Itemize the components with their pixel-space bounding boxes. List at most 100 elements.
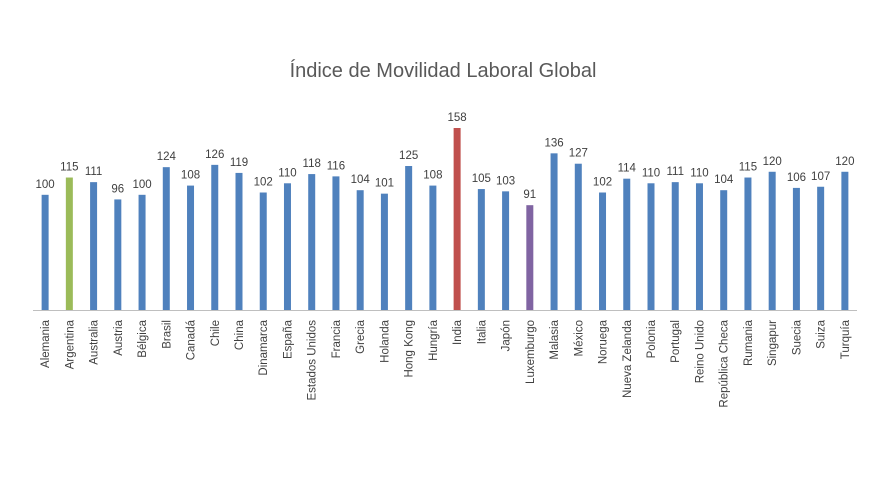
category-label-rumania: Rumania (743, 319, 755, 366)
bar-turquia (841, 171, 849, 310)
value-label-turquia: 120 (835, 156, 854, 168)
category-label-canada: Canadá (186, 319, 198, 360)
category-label-turquia: Turquía (840, 319, 852, 359)
value-label-luxemburgo: 91 (523, 189, 536, 201)
value-label-alemania: 100 (36, 179, 55, 191)
category-label-china: China (234, 319, 246, 350)
value-label-china: 119 (230, 157, 248, 169)
value-label-suecia: 106 (787, 172, 806, 184)
bar-malasia (550, 153, 558, 310)
value-label-japon: 103 (496, 175, 515, 187)
bar-india (453, 128, 461, 310)
bar-francia (332, 176, 340, 310)
value-label-india: 158 (448, 112, 467, 124)
bar-canada (187, 185, 195, 310)
category-label-hong-kong: Hong Kong (404, 320, 416, 378)
bar-nueva-zelanda (623, 178, 631, 310)
value-label-nueva-zelanda: 114 (618, 163, 637, 175)
category-label-estados-unidos: Estados Unidos (307, 320, 319, 401)
category-label-dinamarca: Dinamarca (258, 319, 270, 375)
chart-title: Índice de Movilidad Laboral Global (290, 59, 597, 82)
value-label-republica-checa: 104 (714, 174, 734, 186)
bar-china (235, 172, 243, 310)
category-label-australia: Australia (89, 319, 101, 364)
category-label-brasil: Brasil (161, 320, 173, 349)
bar-holanda (380, 193, 388, 310)
value-label-holanda: 101 (375, 178, 394, 190)
value-label-polonia: 110 (642, 167, 660, 179)
bar-polonia (647, 183, 655, 310)
category-label-singapur: Singapur (767, 320, 779, 366)
category-label-luxemburgo: Luxemburgo (525, 320, 537, 384)
value-label-chile: 126 (205, 149, 224, 161)
value-label-belgica: 100 (132, 179, 151, 191)
category-label-belgica: Bélgica (137, 319, 149, 357)
value-label-mexico: 127 (569, 148, 588, 160)
category-label-polonia: Polonia (646, 319, 658, 358)
bar-reino-unido (695, 183, 703, 310)
category-label-japon: Japón (501, 320, 513, 351)
value-label-australia: 111 (85, 166, 102, 178)
value-label-portugal: 111 (666, 166, 683, 178)
category-label-argentina: Argentina (64, 319, 76, 369)
bar-mexico (574, 163, 582, 310)
bar-dinamarca (259, 192, 267, 310)
value-label-hong-kong: 125 (399, 150, 418, 162)
category-label-espana: España (282, 319, 294, 359)
value-label-austria: 96 (111, 183, 124, 195)
value-label-francia: 116 (327, 160, 345, 172)
value-label-argentina: 115 (60, 162, 78, 174)
category-label-hungria: Hungría (428, 319, 440, 361)
category-label-suecia: Suecia (791, 319, 803, 355)
category-label-mexico: México (573, 320, 585, 356)
value-label-canada: 108 (181, 170, 200, 182)
category-label-holanda: Holanda (379, 319, 391, 362)
bar-austria (114, 199, 122, 310)
category-label-alemania: Alemania (40, 319, 52, 368)
value-label-suiza: 107 (811, 171, 830, 183)
value-label-malasia: 136 (544, 137, 563, 149)
value-label-espana: 110 (278, 167, 296, 179)
bar-chile (211, 164, 219, 310)
category-label-nueva-zelanda: Nueva Zelanda (622, 319, 634, 398)
bar-grecia (356, 190, 364, 310)
value-label-dinamarca: 102 (254, 177, 273, 189)
value-label-brasil: 124 (157, 151, 177, 163)
value-label-estados-unidos: 118 (303, 158, 321, 170)
bar-luxemburgo (526, 205, 534, 310)
value-label-noruega: 102 (593, 177, 612, 189)
value-label-grecia: 104 (351, 174, 371, 186)
category-label-grecia: Grecia (355, 319, 367, 353)
value-label-hungria: 108 (423, 170, 442, 182)
category-label-francia: Francia (331, 319, 343, 358)
bar-singapur (768, 171, 776, 310)
bar-suecia (792, 187, 800, 310)
bar-espana (283, 183, 291, 310)
bar-noruega (599, 192, 607, 310)
bar-suiza (817, 186, 825, 310)
bars-group (41, 128, 849, 310)
bar-hong-kong (405, 166, 413, 310)
bar-brasil (162, 167, 170, 310)
bar-italia (477, 189, 485, 310)
value-label-reino-unido: 110 (690, 167, 708, 179)
value-labels-group: 100 115 111 96 100 124 108 126 119 102 110 118 116 10… (36, 112, 855, 201)
bar-portugal (671, 182, 679, 310)
category-label-india: India (452, 319, 464, 345)
category-label-austria: Austria (113, 319, 125, 355)
bar-republica-checa (720, 190, 728, 310)
bar-hungria (429, 185, 437, 310)
bar-japon (502, 191, 510, 310)
category-label-noruega: Noruega (598, 319, 610, 364)
category-label-suiza: Suiza (816, 319, 828, 348)
bar-rumania (744, 177, 752, 310)
category-label-malasia: Malasia (549, 319, 561, 359)
category-label-chile: Chile (210, 320, 222, 346)
bar-estados-unidos (308, 174, 316, 310)
category-label-italia: Italia (476, 319, 488, 344)
category-label-republica-checa: República Checa (719, 319, 731, 407)
value-label-singapur: 120 (763, 156, 782, 168)
category-labels-group: Alemania Argentina Australia Austria Bélgica… (40, 319, 852, 407)
